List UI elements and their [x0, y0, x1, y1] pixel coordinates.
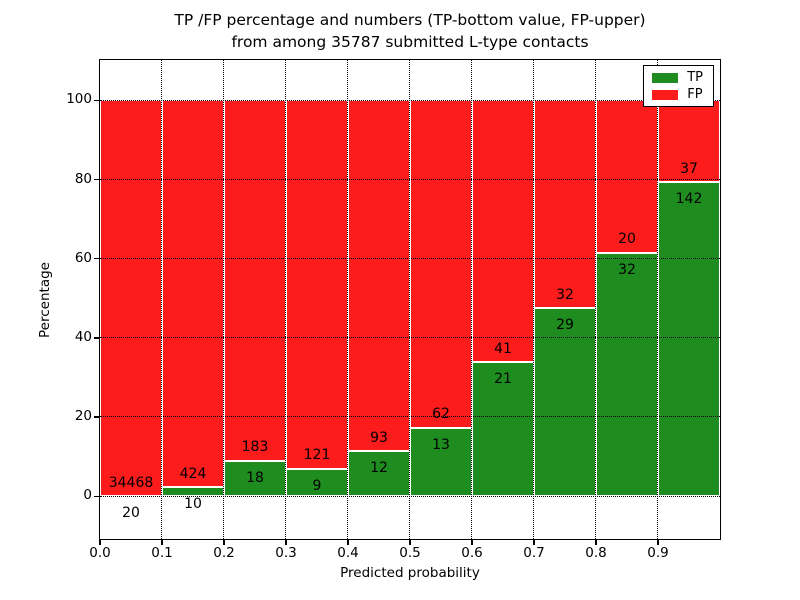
y-tick-label: 20	[74, 408, 92, 425]
x-axis-tick	[595, 540, 597, 545]
x-tick-label: 0.2	[213, 545, 235, 561]
x-axis-tick	[347, 540, 349, 545]
y-axis-tick	[94, 99, 99, 102]
tp-count-label: 18	[246, 469, 264, 486]
fp-count-label: 62	[432, 406, 450, 423]
fp-count-label: 121	[303, 447, 331, 464]
tp-legend-swatch	[652, 72, 679, 83]
x-tick-label: 0.7	[523, 545, 545, 561]
bar-tp-segment	[534, 308, 596, 497]
y-axis-tick	[94, 337, 99, 339]
y-axis-tick	[94, 495, 99, 497]
tp-count-label: 32	[618, 261, 636, 278]
y-axis-tick	[94, 178, 99, 181]
x-axis-tick	[657, 540, 659, 545]
tp-count-label: 20	[122, 505, 140, 522]
fp-count-label: 41	[494, 340, 512, 357]
legend-item-tp: TP	[652, 70, 703, 85]
bar-tp-segment	[658, 182, 720, 497]
fp-count-label: 20	[618, 231, 636, 248]
x-axis-tick	[533, 540, 535, 545]
x-tick-label: 0.1	[151, 545, 173, 561]
x-axis-tick	[161, 540, 163, 545]
bar-fp-segment	[100, 100, 162, 496]
legend: TP FP	[643, 65, 714, 107]
plot-area: 34468 20 424 10 183 18 121 9 93 12 62 13 41 21 32 29 20 3…	[99, 59, 721, 540]
tp-count-label: 13	[432, 436, 450, 453]
bar-fp-segment	[534, 100, 596, 309]
tp-count-label: 10	[184, 496, 202, 513]
bar-fp-segment	[286, 100, 348, 469]
chart-title: TP /FP percentage and numbers (TP-bottom…	[90, 9, 730, 53]
y-tick-label: 100	[66, 91, 92, 108]
fp-count-label: 34468	[108, 474, 154, 491]
fp-legend-swatch	[652, 89, 679, 100]
tp-legend-label: TP	[687, 70, 703, 85]
x-tick-label: 0.4	[337, 545, 359, 561]
bar-fp-segment	[224, 100, 286, 461]
bar-fp-segment	[658, 100, 720, 183]
y-tick-label: 60	[74, 249, 92, 266]
x-axis-tick	[285, 540, 287, 545]
x-axis-tick	[471, 540, 473, 545]
x-axis-tick	[223, 540, 225, 545]
fp-count-label: 424	[179, 465, 207, 482]
tp-count-label: 12	[370, 460, 388, 477]
fp-count-label: 93	[370, 429, 388, 446]
bars-layer	[100, 60, 720, 539]
x-axis-tick	[99, 540, 101, 545]
y-axis-tick	[94, 416, 99, 418]
fp-count-label: 32	[556, 286, 574, 303]
tp-count-label: 29	[556, 317, 574, 334]
x-tick-label: 0.6	[461, 545, 483, 561]
fp-legend-label: FP	[687, 87, 703, 102]
bar-fp-segment	[162, 100, 224, 488]
x-axis-label: Predicted probability	[340, 565, 480, 581]
tp-count-label: 142	[675, 191, 703, 208]
y-tick-label: 80	[74, 170, 92, 187]
x-tick-label: 0.0	[89, 545, 111, 561]
annotations-layer: 34468 20 424 10 183 18 121 9 93 12 62 13 41 21 32 29 20 3…	[100, 60, 720, 539]
x-axis-tick	[409, 540, 411, 545]
x-tick-label: 0.3	[275, 545, 297, 561]
bar-fp-segment	[348, 100, 410, 451]
x-tick-label: 0.9	[647, 545, 669, 561]
bar-fp-segment	[472, 100, 534, 363]
fp-count-label: 183	[241, 439, 269, 456]
x-tick-label: 0.8	[585, 545, 607, 561]
chart-title-line2: from among 35787 submitted L-type contac…	[231, 33, 589, 51]
y-axis-tick	[94, 258, 99, 260]
bar-tp-segment	[596, 252, 658, 497]
chart-title-line1: TP /FP percentage and numbers (TP-bottom…	[174, 11, 646, 29]
fp-count-label: 37	[680, 160, 698, 177]
bar-tp-segment	[472, 362, 534, 497]
tp-count-label: 9	[312, 477, 322, 494]
x-tick-label: 0.5	[399, 545, 421, 561]
tp-count-label: 21	[494, 371, 512, 388]
y-tick-label: 40	[74, 328, 92, 345]
y-tick-label: 0	[83, 487, 92, 504]
y-axis-label: Percentage	[37, 262, 53, 338]
legend-item-fp: FP	[652, 87, 703, 102]
